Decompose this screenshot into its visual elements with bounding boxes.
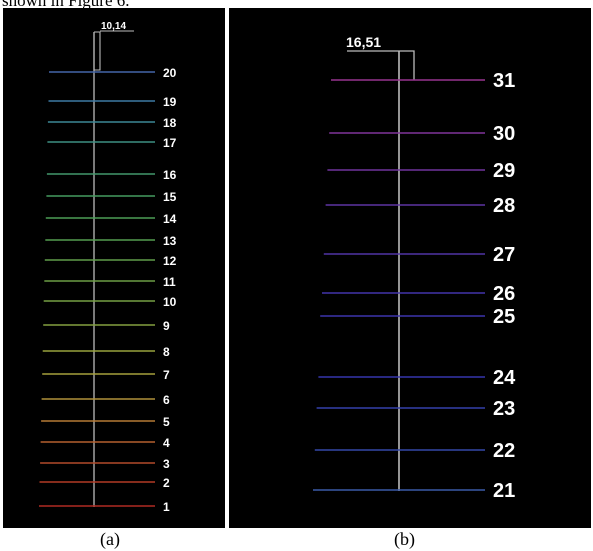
panel-b: 16,51 21 22 23 24 25 26 27 28 29 30 31 (229, 8, 591, 528)
level-label: 21 (493, 480, 515, 502)
level-label: 1 (163, 500, 170, 514)
level-label: 23 (493, 398, 515, 420)
level-label: 6 (163, 393, 170, 407)
level-label: 20 (163, 66, 177, 80)
level-label: 18 (163, 116, 177, 130)
level-label: 28 (493, 195, 515, 217)
level-label: 16 (163, 168, 177, 182)
caption-b: (b) (394, 529, 415, 549)
level-label: 4 (163, 436, 170, 450)
level-label: 27 (493, 244, 515, 266)
level-label: 26 (493, 283, 515, 305)
dimension-label: 16,51 (346, 34, 381, 50)
level-label: 10 (163, 295, 177, 309)
dimension-bracket (93, 31, 101, 71)
level-label: 8 (163, 345, 170, 359)
level-label: 13 (163, 234, 177, 248)
dimension-bracket (399, 50, 415, 80)
level-label: 15 (163, 190, 177, 204)
level-label: 14 (163, 212, 177, 226)
level-label: 7 (163, 368, 170, 382)
level-label: 5 (163, 415, 170, 429)
level-label: 2 (163, 476, 170, 490)
level-label: 31 (493, 70, 515, 92)
level-label: 19 (163, 95, 177, 109)
level-label: 9 (163, 319, 170, 333)
level-label: 29 (493, 160, 515, 182)
dimension-label: 10,14 (101, 21, 126, 32)
level-label: 24 (493, 367, 516, 389)
caption-a: (a) (100, 529, 120, 549)
top-caption: shown in Figure 6. (2, 0, 130, 10)
level-label: 25 (493, 306, 515, 328)
level-label: 12 (163, 254, 177, 268)
level-label: 3 (163, 457, 170, 471)
level-label: 11 (163, 275, 176, 289)
level-label: 17 (163, 136, 177, 150)
panel-a: 10,14 1 2 3 4 5 6 7 8 9 10 11 12 13 14 15 16 17 18 19 20 (3, 8, 225, 528)
level-label: 22 (493, 440, 515, 462)
level-label: 30 (493, 123, 515, 145)
